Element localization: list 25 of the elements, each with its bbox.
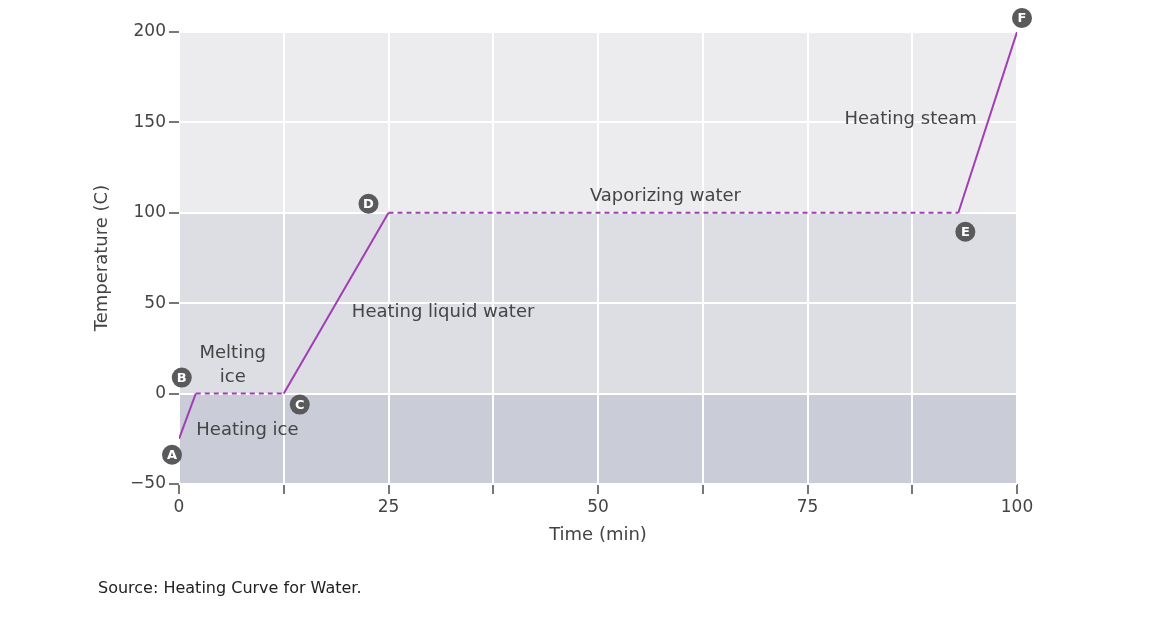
annotation: A xyxy=(166,447,178,463)
x-tick-label: 0 xyxy=(173,495,185,516)
x-tick-label: 50 xyxy=(587,495,609,516)
annotation: B xyxy=(176,369,187,385)
annotation: Vaporizing water xyxy=(589,184,742,206)
y-tick-label: 50 xyxy=(144,291,166,312)
annotation: Heating liquid water xyxy=(351,299,535,321)
annotation: F xyxy=(1017,10,1027,26)
y-tick-label: 200 xyxy=(133,20,166,41)
annotation: Melting ice xyxy=(199,341,267,387)
annotation: Heating steam xyxy=(844,107,977,129)
x-axis-title: Time (min) xyxy=(548,522,647,544)
annotation: D xyxy=(363,196,375,212)
y-axis-title: Temperature (C) xyxy=(90,184,112,333)
annotation: E xyxy=(960,224,970,240)
source-note: Source: Heating Curve for Water. xyxy=(98,578,362,597)
x-tick-label: 75 xyxy=(796,495,819,516)
annotation: Heating ice xyxy=(196,417,299,439)
x-tick-label: 25 xyxy=(377,495,400,516)
x-tick-label: 100 xyxy=(1000,495,1034,516)
annotation: C xyxy=(294,396,305,412)
y-tick-label: 100 xyxy=(133,201,166,222)
y-tick-label: −50 xyxy=(130,472,166,493)
y-tick-label: 0 xyxy=(155,382,166,403)
y-tick-label: 150 xyxy=(133,110,166,131)
